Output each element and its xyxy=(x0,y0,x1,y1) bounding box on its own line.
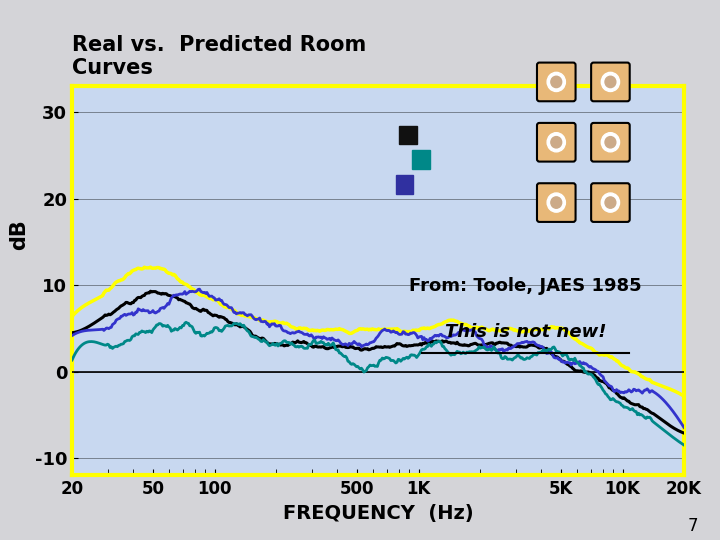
Circle shape xyxy=(551,137,562,148)
Circle shape xyxy=(547,72,565,91)
Circle shape xyxy=(547,133,565,152)
FancyBboxPatch shape xyxy=(537,63,575,102)
Text: Real vs.  Predicted Room
Curves: Real vs. Predicted Room Curves xyxy=(72,35,366,78)
Circle shape xyxy=(605,76,616,87)
FancyBboxPatch shape xyxy=(591,183,630,222)
FancyBboxPatch shape xyxy=(591,63,630,102)
FancyBboxPatch shape xyxy=(591,123,630,161)
Circle shape xyxy=(601,72,619,91)
Text: 7: 7 xyxy=(688,517,698,535)
Circle shape xyxy=(551,76,562,87)
Bar xyxy=(395,176,413,194)
Bar xyxy=(413,151,430,169)
Circle shape xyxy=(551,197,562,208)
Text: This is not new!: This is not new! xyxy=(445,322,606,341)
Circle shape xyxy=(601,193,619,212)
Bar xyxy=(399,126,416,144)
FancyBboxPatch shape xyxy=(537,123,575,161)
Circle shape xyxy=(547,193,565,212)
Circle shape xyxy=(605,137,616,148)
Text: From: Toole, JAES 1985: From: Toole, JAES 1985 xyxy=(409,278,642,295)
Circle shape xyxy=(601,133,619,152)
Circle shape xyxy=(605,197,616,208)
FancyBboxPatch shape xyxy=(537,183,575,222)
Y-axis label: dB: dB xyxy=(9,219,29,249)
X-axis label: FREQUENCY  (Hz): FREQUENCY (Hz) xyxy=(283,504,473,523)
